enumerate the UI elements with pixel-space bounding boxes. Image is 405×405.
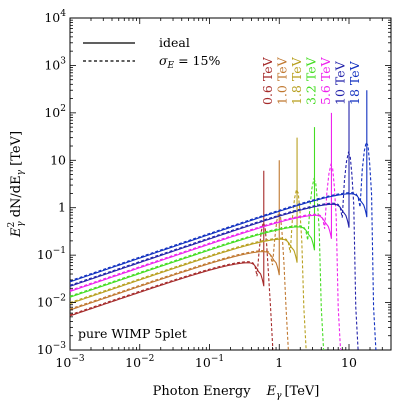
series-label-10-TeV: 10 TeV [333, 60, 348, 105]
y-tick-label: 103 [44, 56, 66, 72]
series-ideal-line [69, 160, 280, 311]
y-axis-title-sub2: γ [16, 169, 26, 175]
series-smeared-line [69, 221, 274, 351]
y-tick-label-exp: −1 [53, 246, 66, 256]
x-tick-label-exp: −1 [211, 354, 224, 364]
legend-label-smeared: σE = 15% [159, 53, 220, 71]
series-label-5_6-TeV: 5.6 TeV [318, 56, 333, 105]
series-smeared-line [69, 177, 325, 351]
y-axis-title-E: E [9, 227, 24, 238]
x-axis-title: Photon Energy Eγ [TeV] [153, 384, 320, 401]
curves-group [69, 90, 377, 351]
x-axis-title-sub: γ [276, 391, 282, 401]
y-axis-title-sub: γ [16, 221, 26, 227]
series-labels: 0.6 TeV 1.0 TeV 1.8 TeV 3.2 TeV 5.6 TeV 10 Te… [260, 56, 362, 105]
series-label-18-TeV: 18 TeV [347, 60, 362, 105]
y-tick-label-exp: 4 [60, 9, 66, 19]
x-tick-labels: 10−3 10−2 10−1 1 10 [55, 354, 357, 370]
y-tick-label: 10−1 [37, 246, 66, 262]
legend-label-ideal: ideal [159, 35, 190, 50]
x-tick-label: 10−2 [125, 354, 154, 370]
x-tick-label: 1 [275, 355, 283, 370]
y-axis-title-sup: 2 [7, 222, 17, 228]
series-smeared-line [69, 210, 289, 351]
y-tick-label-base: 10 [44, 10, 60, 25]
x-tick-label: 10−3 [55, 354, 84, 370]
series-smeared-line [69, 188, 307, 351]
series-ideal-line [69, 112, 332, 292]
y-axis-title: E2γ dN/dEγ [TeV] [7, 131, 26, 238]
legend: ideal σE = 15% [83, 35, 220, 71]
series-smeared-line [69, 163, 342, 351]
x-tick-label-base: 10 [195, 355, 211, 370]
x-tick-label-exp: −3 [71, 354, 85, 364]
x-tick-label: 10 [341, 355, 357, 370]
series-ideal-line [69, 90, 368, 283]
y-tick-label: 102 [44, 104, 66, 120]
x-axis-title-symbol: E [266, 384, 277, 399]
series-label-3_2-TeV: 3.2 TeV [304, 56, 319, 105]
y-axis-title-rest: dN/dE [9, 175, 24, 221]
series-label-1_8-TeV: 1.8 TeV [289, 56, 304, 105]
series-smeared-line [69, 140, 377, 351]
y-tick-label-exp: 3 [60, 56, 66, 66]
y-tick-label-exp: −2 [53, 294, 66, 304]
y-tick-label-base: 10 [37, 295, 53, 310]
ticks-group [69, 18, 392, 351]
series-ideal-line [69, 127, 316, 298]
x-tick-label-base: 10 [55, 355, 71, 370]
legend-sigma: σ [159, 53, 168, 68]
y-tick-label-exp: −3 [53, 341, 67, 351]
y-tick-label: 10−3 [37, 341, 66, 357]
series-ideal-line [69, 100, 350, 287]
y-tick-label: 10 [50, 152, 66, 167]
y-tick-label: 1 [58, 200, 66, 215]
series-ideal-line [69, 137, 298, 305]
y-tick-label: 10−2 [37, 294, 66, 310]
x-axis-title-unit: [TeV] [284, 384, 319, 399]
x-tick-label: 10−1 [195, 354, 224, 370]
series-label-0_6-TeV: 0.6 TeV [260, 56, 275, 105]
y-tick-label-base: 10 [44, 57, 60, 72]
x-tick-label-exp: −2 [141, 354, 154, 364]
y-axis-title-unit: [TeV] [9, 131, 24, 170]
y-tick-label: 104 [44, 9, 66, 25]
series-label-1_0-TeV: 1.0 TeV [275, 56, 290, 105]
series-ideal-line [69, 170, 265, 317]
legend-sigma-sub: E [167, 61, 175, 71]
x-axis-title-main: Photon Energy [153, 384, 252, 399]
x-tick-label-base: 10 [125, 355, 141, 370]
legend-sigma-rest: = 15% [174, 53, 220, 68]
y-tick-label-base: 10 [44, 105, 60, 120]
y-tick-label-base: 10 [37, 247, 53, 262]
y-tick-label-exp: 2 [60, 104, 66, 114]
y-tick-label-base: 10 [37, 342, 53, 357]
annotation-pure-wimp: pure WIMP 5plet [78, 326, 187, 341]
